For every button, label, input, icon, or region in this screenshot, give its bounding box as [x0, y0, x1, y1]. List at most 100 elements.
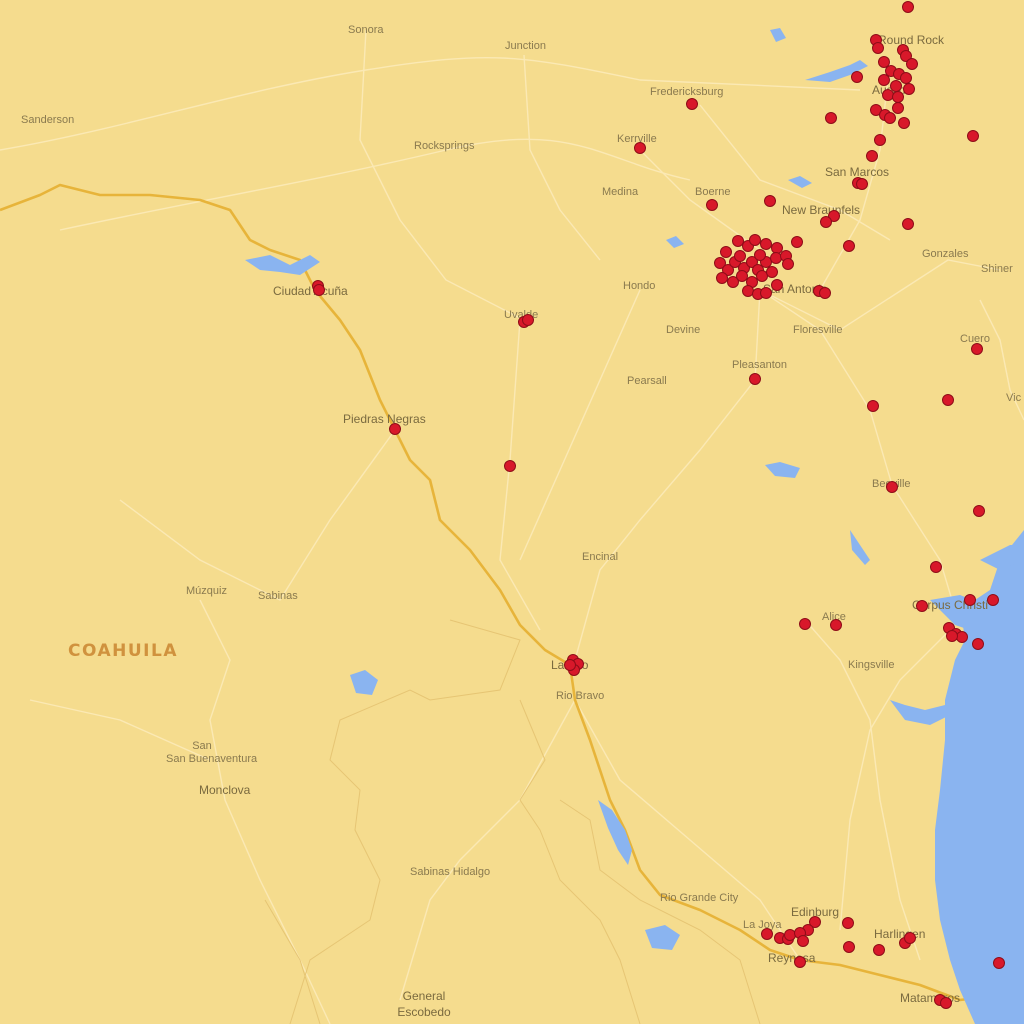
location-marker[interactable]: [874, 134, 886, 146]
location-marker[interactable]: [890, 80, 902, 92]
location-marker[interactable]: [870, 104, 882, 116]
location-marker[interactable]: [946, 630, 958, 642]
location-marker[interactable]: [809, 916, 821, 928]
location-marker[interactable]: [522, 314, 534, 326]
place-label: Pleasanton: [732, 359, 787, 371]
place-label: San Buenaventura: [166, 753, 258, 765]
location-marker[interactable]: [902, 218, 914, 230]
location-marker[interactable]: [313, 284, 325, 296]
location-marker[interactable]: [749, 373, 761, 385]
location-marker[interactable]: [720, 246, 732, 258]
location-marker[interactable]: [940, 997, 952, 1009]
location-marker[interactable]: [754, 249, 766, 261]
location-marker[interactable]: [760, 238, 772, 250]
location-marker[interactable]: [956, 631, 968, 643]
location-marker[interactable]: [799, 618, 811, 630]
location-marker[interactable]: [634, 142, 646, 154]
amistad-reservoir: [245, 255, 320, 275]
location-marker[interactable]: [867, 400, 879, 412]
location-marker[interactable]: [900, 50, 912, 62]
location-marker[interactable]: [722, 264, 734, 276]
location-marker[interactable]: [766, 266, 778, 278]
location-marker[interactable]: [892, 102, 904, 114]
location-marker[interactable]: [761, 928, 773, 940]
location-marker[interactable]: [771, 279, 783, 291]
location-marker[interactable]: [973, 505, 985, 517]
location-marker[interactable]: [564, 659, 576, 671]
location-marker[interactable]: [742, 285, 754, 297]
location-marker[interactable]: [791, 236, 803, 248]
location-marker[interactable]: [987, 594, 999, 606]
location-marker[interactable]: [756, 270, 768, 282]
location-marker[interactable]: [843, 941, 855, 953]
location-marker[interactable]: [916, 600, 928, 612]
state-boundaries: [264, 619, 761, 1024]
laguna-madre: [958, 640, 990, 1000]
place-label: Harlingen: [874, 927, 925, 941]
location-marker[interactable]: [904, 932, 916, 944]
location-marker[interactable]: [872, 42, 884, 54]
international-border: [0, 183, 1001, 1002]
place-label: Sabinas: [258, 590, 298, 602]
location-marker[interactable]: [782, 258, 794, 270]
location-marker[interactable]: [820, 216, 832, 228]
place-label: Round Rock: [878, 33, 945, 47]
location-marker[interactable]: [819, 287, 831, 299]
location-marker[interactable]: [830, 619, 842, 631]
location-marker[interactable]: [732, 235, 744, 247]
location-marker[interactable]: [906, 58, 918, 70]
canyon-lake: [788, 176, 812, 188]
location-marker[interactable]: [389, 423, 401, 435]
location-marker[interactable]: [902, 1, 914, 13]
location-marker[interactable]: [727, 276, 739, 288]
location-marker[interactable]: [749, 234, 761, 246]
place-label: Reynosa: [768, 951, 816, 965]
location-marker[interactable]: [714, 257, 726, 269]
location-marker[interactable]: [784, 929, 796, 941]
location-marker[interactable]: [504, 460, 516, 472]
location-marker[interactable]: [794, 956, 806, 968]
location-marker[interactable]: [828, 210, 840, 222]
location-marker[interactable]: [892, 91, 904, 103]
location-marker[interactable]: [797, 935, 809, 947]
location-marker[interactable]: [967, 130, 979, 142]
location-marker[interactable]: [825, 112, 837, 124]
location-marker[interactable]: [843, 240, 855, 252]
location-marker[interactable]: [716, 272, 728, 284]
place-label: Junction: [505, 40, 546, 52]
location-marker[interactable]: [971, 343, 983, 355]
road-network: [0, 29, 1024, 1024]
location-marker[interactable]: [972, 638, 984, 650]
location-marker[interactable]: [942, 394, 954, 406]
location-marker[interactable]: [686, 98, 698, 110]
location-marker[interactable]: [764, 195, 776, 207]
place-label: La Joya: [743, 919, 782, 931]
location-marker[interactable]: [842, 917, 854, 929]
lake-travis: [805, 60, 868, 82]
location-marker[interactable]: [851, 71, 863, 83]
location-marker[interactable]: [760, 287, 772, 299]
location-marker[interactable]: [903, 83, 915, 95]
location-marker[interactable]: [746, 256, 758, 268]
location-marker[interactable]: [706, 199, 718, 211]
place-label: Múzquiz: [186, 585, 227, 597]
location-marker[interactable]: [736, 270, 748, 282]
location-marker[interactable]: [734, 250, 746, 262]
location-marker[interactable]: [964, 594, 976, 606]
location-marker[interactable]: [856, 178, 868, 190]
location-marker[interactable]: [882, 89, 894, 101]
location-marker[interactable]: [878, 56, 890, 68]
location-marker[interactable]: [771, 242, 783, 254]
location-marker[interactable]: [993, 957, 1005, 969]
location-marker[interactable]: [878, 74, 890, 86]
location-marker[interactable]: [866, 150, 878, 162]
location-marker[interactable]: [898, 117, 910, 129]
location-marker[interactable]: [873, 944, 885, 956]
location-marker[interactable]: [900, 72, 912, 84]
place-label: General: [403, 989, 446, 1003]
location-marker[interactable]: [770, 252, 782, 264]
location-marker[interactable]: [930, 561, 942, 573]
location-marker[interactable]: [884, 112, 896, 124]
location-marker[interactable]: [886, 481, 898, 493]
